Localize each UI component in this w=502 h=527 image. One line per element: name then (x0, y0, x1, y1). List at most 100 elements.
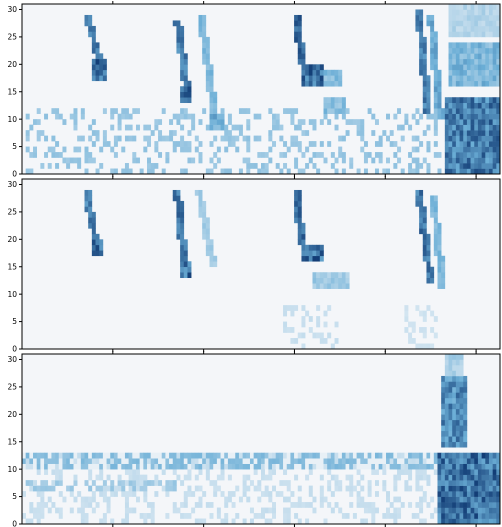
heatmap-cell (463, 75, 468, 82)
heatmap-cell (349, 119, 354, 125)
heatmap-cell (452, 414, 457, 421)
heatmap-cell (22, 491, 26, 497)
heatmap-cell (88, 502, 93, 508)
heatmap-cell (84, 463, 89, 470)
heatmap-cell (393, 496, 398, 503)
heatmap-cell (415, 163, 420, 169)
heatmap-cell (338, 480, 343, 486)
heatmap-cell (198, 502, 203, 508)
heatmap-cell (470, 458, 475, 464)
heatmap-cell (312, 80, 317, 87)
heatmap-cell (426, 272, 431, 279)
heatmap-cell (58, 507, 63, 514)
heatmap-cell (268, 474, 273, 481)
heatmap-cell (463, 480, 468, 486)
heatmap-cell (371, 518, 376, 525)
heatmap-cell (455, 480, 460, 486)
heatmap-cell (95, 64, 100, 71)
heatmap-cell (422, 75, 427, 82)
heatmap-cell (452, 135, 457, 142)
heatmap-cell (51, 485, 56, 492)
heatmap-cell (485, 513, 490, 519)
heatmap-cell (58, 491, 63, 497)
heatmap-cell (463, 507, 468, 514)
heatmap-cell (448, 25, 453, 32)
heatmap-cell (374, 168, 379, 175)
heatmap-cell (463, 496, 468, 503)
heatmap-cell (367, 480, 372, 486)
heatmap-cell (205, 47, 210, 54)
heatmap-cell (319, 283, 324, 289)
heatmap-cell (441, 463, 446, 470)
heatmap-cell (422, 474, 427, 481)
heatmap-cell (360, 135, 365, 142)
heatmap-cell (496, 4, 501, 10)
heatmap-cell (308, 458, 313, 464)
heatmap-cell (485, 108, 490, 114)
heatmap-cell (422, 255, 427, 262)
heatmap-cell (95, 69, 100, 76)
heatmap-cell (308, 327, 313, 333)
heatmap-cell (99, 69, 104, 76)
heatmap-cell (180, 113, 185, 120)
heatmap-cell (415, 14, 420, 21)
heatmap-cell (459, 485, 464, 492)
heatmap-cell (422, 36, 427, 43)
heatmap-cell (419, 469, 424, 475)
heatmap-cell (73, 458, 78, 464)
heatmap-cell (492, 20, 497, 27)
heatmap-cell (99, 463, 104, 470)
heatmap-cell (77, 452, 82, 459)
heatmap-cell (356, 469, 361, 475)
heatmap-cell (209, 250, 214, 257)
heatmap-cell (55, 113, 60, 120)
heatmap-cell (62, 496, 67, 503)
heatmap-cell (319, 491, 324, 497)
heatmap-cell (397, 124, 402, 131)
heatmap-cell (84, 168, 89, 175)
heatmap-cell (496, 42, 501, 49)
heatmap-cell (91, 480, 96, 486)
heatmap-cell (268, 491, 273, 497)
heatmap-cell (319, 463, 324, 470)
heatmap-cell (481, 14, 486, 21)
heatmap-cell (139, 480, 144, 486)
heatmap-cell (455, 108, 460, 114)
heatmap-cell (242, 108, 247, 114)
heatmap-cell (448, 480, 453, 486)
heatmap-cell (290, 141, 295, 147)
heatmap-cell (84, 513, 89, 519)
heatmap-cell (29, 168, 34, 175)
heatmap-cell (441, 113, 446, 120)
heatmap-cell (301, 75, 306, 82)
heatmap-cell (485, 518, 490, 525)
heatmap-cell (426, 146, 431, 153)
heatmap-cell (84, 452, 89, 459)
heatmap-cell (466, 42, 471, 49)
heatmap-cell (110, 463, 115, 470)
heatmap-cell (448, 31, 453, 38)
heatmap-cell (308, 157, 313, 164)
heatmap-cell (121, 452, 126, 459)
heatmap-cell (44, 113, 49, 120)
heatmap-cell (463, 9, 468, 16)
heatmap-cell (441, 436, 446, 443)
heatmap-cell (323, 518, 328, 525)
heatmap-cell (275, 163, 280, 169)
heatmap-cell (297, 146, 302, 153)
heatmap-cell (452, 102, 457, 109)
heatmap-cell (169, 458, 174, 464)
heatmap-cell (294, 305, 299, 311)
heatmap-cell (205, 86, 210, 93)
heatmap-cell (213, 255, 218, 262)
heatmap-cell (308, 75, 313, 82)
heatmap-cell (356, 130, 361, 136)
heatmap-cell (62, 458, 67, 464)
heatmap-cell (84, 14, 89, 21)
heatmap-cell (422, 97, 427, 104)
heatmap-cell (481, 496, 486, 503)
heatmap-cell (437, 80, 442, 87)
heatmap-cell (433, 86, 438, 93)
heatmap-cell (444, 403, 449, 410)
heatmap-cell (205, 502, 210, 508)
